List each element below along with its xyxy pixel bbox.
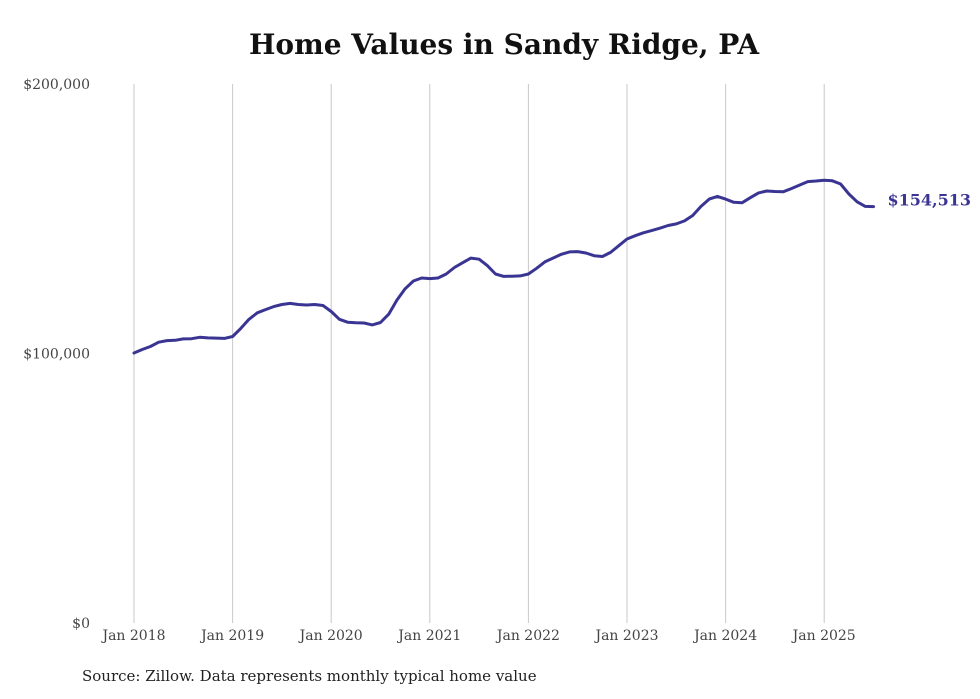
end-value-label-layer: $154,513 xyxy=(888,191,972,210)
y-axis-ticks: $0 $100,000 $200,000 xyxy=(23,77,90,632)
x-tick-label: Jan 2023 xyxy=(593,628,658,644)
x-tick-label: Jan 2021 xyxy=(396,628,461,644)
end-value-label: $154,513 xyxy=(888,191,972,210)
series-line-layer xyxy=(132,178,875,355)
grid-lines xyxy=(133,84,825,623)
series-line xyxy=(132,178,875,355)
y-tick-label: $100,000 xyxy=(23,347,90,363)
source-note: Source: Zillow. Data represents monthly … xyxy=(82,667,537,685)
x-tick-label: Jan 2018 xyxy=(100,628,165,644)
x-tick-label: Jan 2025 xyxy=(791,628,856,644)
x-tick-label: Jan 2019 xyxy=(199,628,264,644)
y-tick-label: $200,000 xyxy=(23,77,90,93)
x-tick-label: Jan 2024 xyxy=(692,628,757,644)
x-tick-label: Jan 2022 xyxy=(495,628,560,644)
y-tick-label: $0 xyxy=(72,616,90,632)
x-tick-label: Jan 2020 xyxy=(298,628,363,644)
chart-title: Home Values in Sandy Ridge, PA xyxy=(248,28,760,61)
x-axis-ticks: Jan 2018 Jan 2019 Jan 2020 Jan 2021 Jan 2022… xyxy=(100,628,855,644)
